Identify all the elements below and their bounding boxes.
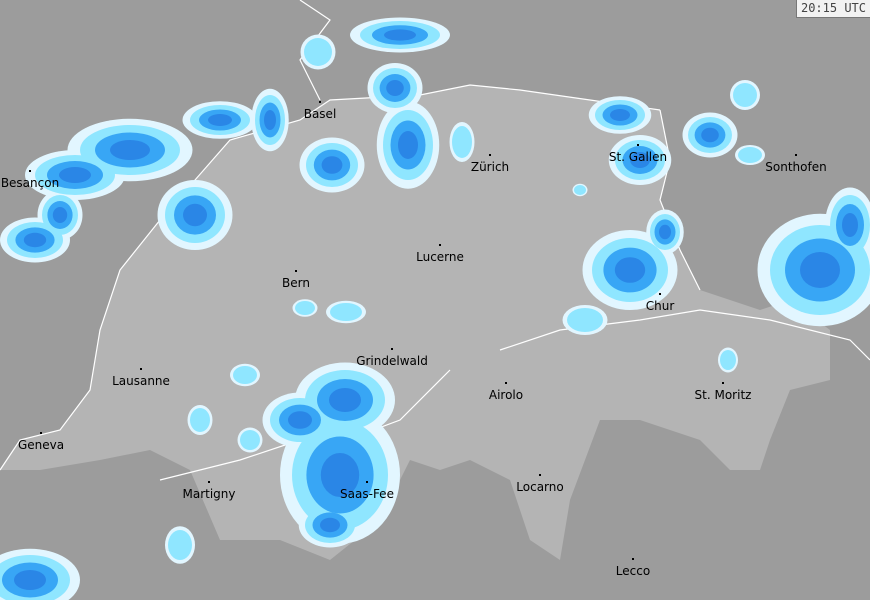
city-label: Grindelwald: [356, 354, 428, 368]
city-marker: Basel: [304, 101, 337, 121]
city-label: Sonthofen: [765, 160, 826, 174]
city-marker: Saas-Fee: [340, 481, 394, 501]
radar-echo: [264, 110, 276, 130]
radar-echo: [329, 388, 361, 412]
radar-echo: [330, 303, 362, 321]
radar-echo: [190, 408, 210, 432]
city-marker: Sonthofen: [765, 154, 827, 174]
radar-echo: [288, 411, 312, 429]
city-label: Bern: [282, 276, 310, 290]
city-dot: [659, 293, 661, 295]
city-dot: [366, 481, 368, 483]
radar-echo: [720, 350, 736, 370]
radar-echo: [183, 203, 207, 227]
radar-echo: [733, 83, 757, 107]
city-dot: [539, 474, 541, 476]
city-label: St. Gallen: [609, 150, 667, 164]
city-label: Lausanne: [112, 374, 170, 388]
radar-echo: [614, 257, 646, 283]
radar-echo: [321, 156, 343, 174]
city-marker: Besançon: [1, 170, 59, 190]
city-marker: Geneva: [18, 432, 64, 452]
radar-echo: [320, 453, 360, 497]
radar-echo: [110, 140, 150, 160]
city-marker: Locarno: [516, 474, 564, 494]
city-marker: Lausanne: [112, 368, 170, 388]
city-label: Basel: [304, 107, 337, 121]
city-label: Saas-Fee: [340, 487, 394, 501]
city-label: Zürich: [471, 160, 509, 174]
city-dot: [439, 244, 441, 246]
city-dot: [319, 101, 321, 103]
timestamp: 20:15 UTC: [795, 0, 870, 18]
city-dot: [795, 154, 797, 156]
radar-echo: [567, 308, 603, 332]
city-label: Lecco: [616, 564, 650, 578]
radar-echo: [386, 80, 404, 96]
city-marker: Grindelwald: [356, 348, 428, 368]
radar-echo: [208, 114, 232, 126]
city-label: Martigny: [182, 487, 235, 501]
city-marker: Airolo: [489, 382, 523, 402]
city-dot: [29, 170, 31, 172]
city-label: Locarno: [516, 480, 563, 494]
city-label: St. Moritz: [695, 388, 752, 402]
city-labels: Basel Zürich St. Gallen Sonthofen Besançon Lu…: [1, 101, 827, 578]
city-label: Lucerne: [416, 250, 464, 264]
radar-echo: [452, 126, 472, 158]
radar-echo: [842, 213, 858, 237]
radar-echo: [800, 252, 840, 288]
radar-echo: [738, 147, 762, 163]
city-marker: Martigny: [182, 481, 236, 501]
city-dot: [632, 558, 634, 560]
city-dot: [637, 144, 639, 146]
radar-precipitation: [0, 17, 870, 600]
radar-echo: [240, 430, 260, 450]
city-marker: Lecco: [616, 558, 650, 578]
city-dot: [489, 154, 491, 156]
city-label: Airolo: [489, 388, 523, 402]
radar-echo: [574, 185, 586, 195]
radar-echo: [398, 131, 418, 159]
city-label: Besançon: [1, 176, 59, 190]
radar-echo: [304, 38, 332, 66]
radar-echo: [14, 570, 46, 590]
city-dot: [391, 348, 393, 350]
radar-echo: [295, 301, 315, 315]
radar-echo: [384, 29, 416, 41]
radar-echo: [701, 127, 719, 143]
city-label: Geneva: [18, 438, 64, 452]
radar-echo: [233, 366, 257, 384]
city-dot: [140, 368, 142, 370]
city-marker: St. Moritz: [695, 382, 752, 402]
city-marker: Zürich: [471, 154, 509, 174]
city-dot: [722, 382, 724, 384]
radar-echo: [610, 109, 630, 121]
radar-echo: [59, 167, 91, 183]
city-dot: [505, 382, 507, 384]
radar-echo: [659, 224, 671, 240]
city-dot: [295, 270, 297, 272]
radar-echo: [168, 530, 192, 560]
city-label: Chur: [646, 299, 675, 313]
radar-echo: [630, 152, 650, 168]
city-dot: [208, 481, 210, 483]
city-marker: Chur: [646, 293, 675, 313]
city-marker: Lucerne: [416, 244, 464, 264]
radar-echo: [52, 207, 68, 223]
city-dot: [40, 432, 42, 434]
city-marker: Bern: [282, 270, 310, 290]
radar-echo: [320, 517, 340, 533]
city-marker: St. Gallen: [609, 144, 667, 164]
radar-echo: [23, 232, 47, 248]
